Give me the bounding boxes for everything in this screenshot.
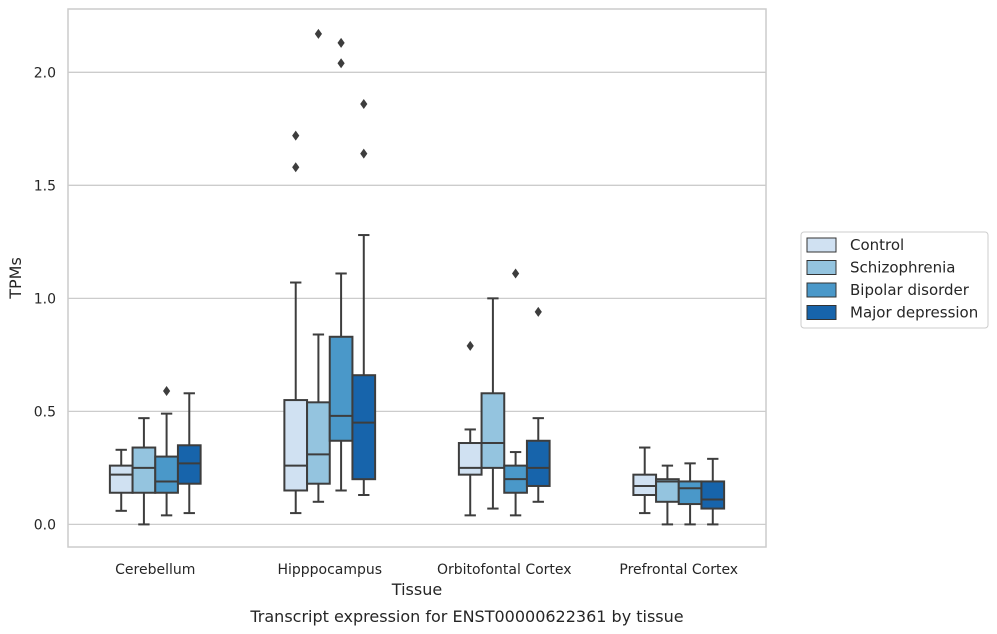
legend-label: Major depression [850, 304, 978, 322]
box [176, 444, 202, 485]
gridlines [68, 71, 766, 526]
y-tick-label: 2.0 [34, 65, 56, 81]
outlier-point [360, 98, 368, 109]
x-tick-label: Cerebellum [115, 562, 195, 578]
x-tick-label: Orbitofontal Cortex [437, 562, 572, 578]
box-group [328, 37, 354, 492]
outlier-point [534, 306, 542, 317]
box [154, 455, 179, 494]
x-tick-label: Hipppocampus [277, 562, 382, 578]
legend-swatch [806, 260, 837, 275]
plot-frame [67, 8, 767, 548]
x-tick-label: Prefrontal Cortex [619, 562, 738, 578]
box [283, 399, 309, 492]
box [700, 480, 726, 510]
box-group [283, 130, 309, 515]
box-group [306, 28, 331, 503]
outlier-point [466, 340, 474, 351]
legend: Control Schizophrenia Bipolar disorder Majo… [800, 231, 989, 329]
box [131, 446, 157, 494]
box [328, 335, 354, 442]
box [525, 439, 551, 487]
x-axis-ticks: Cerebellum Hipppocampus Orbitofontal Corte… [115, 562, 738, 578]
outlier-point [162, 386, 171, 397]
boxes [108, 28, 726, 526]
box [351, 374, 377, 481]
box-group [655, 464, 680, 526]
box-group [700, 457, 726, 526]
legend-swatch [806, 237, 837, 253]
box-group [457, 340, 483, 517]
y-tick-label: 1.5 [34, 178, 56, 194]
outlier-point [292, 162, 300, 173]
outlier-point [511, 268, 520, 279]
legend-swatch [806, 305, 837, 320]
chart-caption: Transcript expression for ENST0000062236… [249, 607, 683, 626]
box [306, 401, 331, 485]
y-tick-label: 0.0 [34, 517, 56, 533]
box [457, 442, 483, 476]
box [655, 478, 680, 503]
y-tick-label: 0.5 [34, 404, 56, 420]
box-group [525, 306, 551, 503]
box-group [176, 392, 202, 515]
box [677, 480, 703, 506]
y-tick-label: 1.0 [34, 291, 56, 307]
box-group [131, 417, 157, 526]
box [480, 392, 506, 469]
box-group [154, 386, 179, 517]
outlier-point [337, 37, 345, 48]
box [632, 473, 658, 497]
legend-frame [800, 231, 989, 329]
outlier-point [314, 28, 323, 39]
legend-label: Bipolar disorder [850, 281, 970, 299]
outlier-point [360, 148, 368, 159]
legend-swatch [806, 282, 837, 298]
box [108, 464, 134, 494]
y-axis-label: TPMs [6, 257, 25, 300]
outlier-point [292, 130, 300, 141]
box-group [480, 297, 506, 510]
legend-label: Control [850, 236, 904, 254]
box-group [503, 268, 528, 517]
y-axis-ticks: 0.0 0.5 1.0 1.5 2.0 [34, 65, 56, 533]
x-axis-label: Tissue [391, 580, 442, 599]
legend-label: Schizophrenia [850, 259, 955, 277]
outlier-point [337, 58, 345, 69]
box-group [351, 98, 377, 497]
